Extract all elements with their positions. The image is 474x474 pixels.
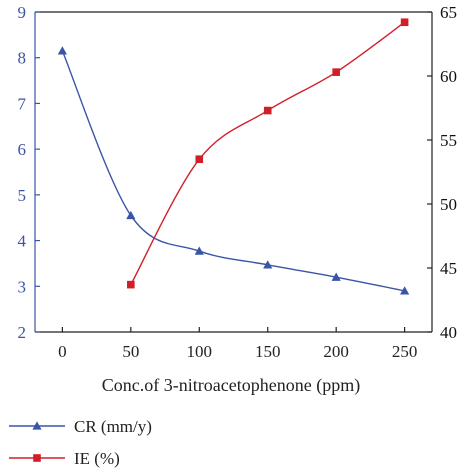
data-point	[57, 46, 67, 55]
data-point	[400, 286, 410, 295]
left-tick-label: 7	[18, 94, 27, 113]
left-tick-label: 8	[18, 49, 27, 68]
legend-marker	[33, 454, 41, 462]
series-0	[57, 46, 410, 295]
data-point	[263, 260, 273, 269]
right-tick-label: 45	[440, 259, 457, 278]
legend: CR (mm/y) IE (%)	[9, 417, 152, 468]
data-point	[331, 272, 341, 281]
x-tick-label: 250	[392, 342, 418, 361]
x-tick-label: 100	[187, 342, 213, 361]
left-tick-label: 5	[18, 186, 27, 205]
right-tick-label: 50	[440, 195, 457, 214]
left-tick-label: 6	[18, 140, 27, 159]
data-point	[332, 68, 340, 76]
data-point	[194, 246, 204, 255]
legend-marker	[32, 421, 42, 430]
data-point	[400, 18, 409, 27]
series-1	[127, 18, 409, 289]
left-tick-label: 2	[18, 323, 27, 342]
right-tick-label: 60	[440, 67, 457, 86]
left-tick-label: 3	[18, 277, 27, 296]
data-point	[195, 155, 204, 163]
x-tick-label: 50	[122, 342, 139, 361]
x-tick-label: 200	[323, 342, 349, 361]
left-tick-label: 9	[18, 3, 27, 22]
data-point	[127, 280, 135, 289]
x-tick-label: 0	[58, 342, 67, 361]
right-tick-label: 65	[440, 3, 457, 22]
left-tick-label: 4	[18, 232, 27, 251]
legend-label: IE (%)	[74, 449, 120, 468]
x-tick-label: 150	[255, 342, 281, 361]
data-point	[126, 210, 136, 220]
data-point	[263, 106, 272, 115]
right-tick-label: 40	[440, 323, 457, 342]
right-tick-label: 55	[440, 131, 457, 150]
legend-label: CR (mm/y)	[74, 417, 152, 436]
x-axis-label: Conc.of 3-nitroacetophenone (ppm)	[102, 375, 360, 396]
